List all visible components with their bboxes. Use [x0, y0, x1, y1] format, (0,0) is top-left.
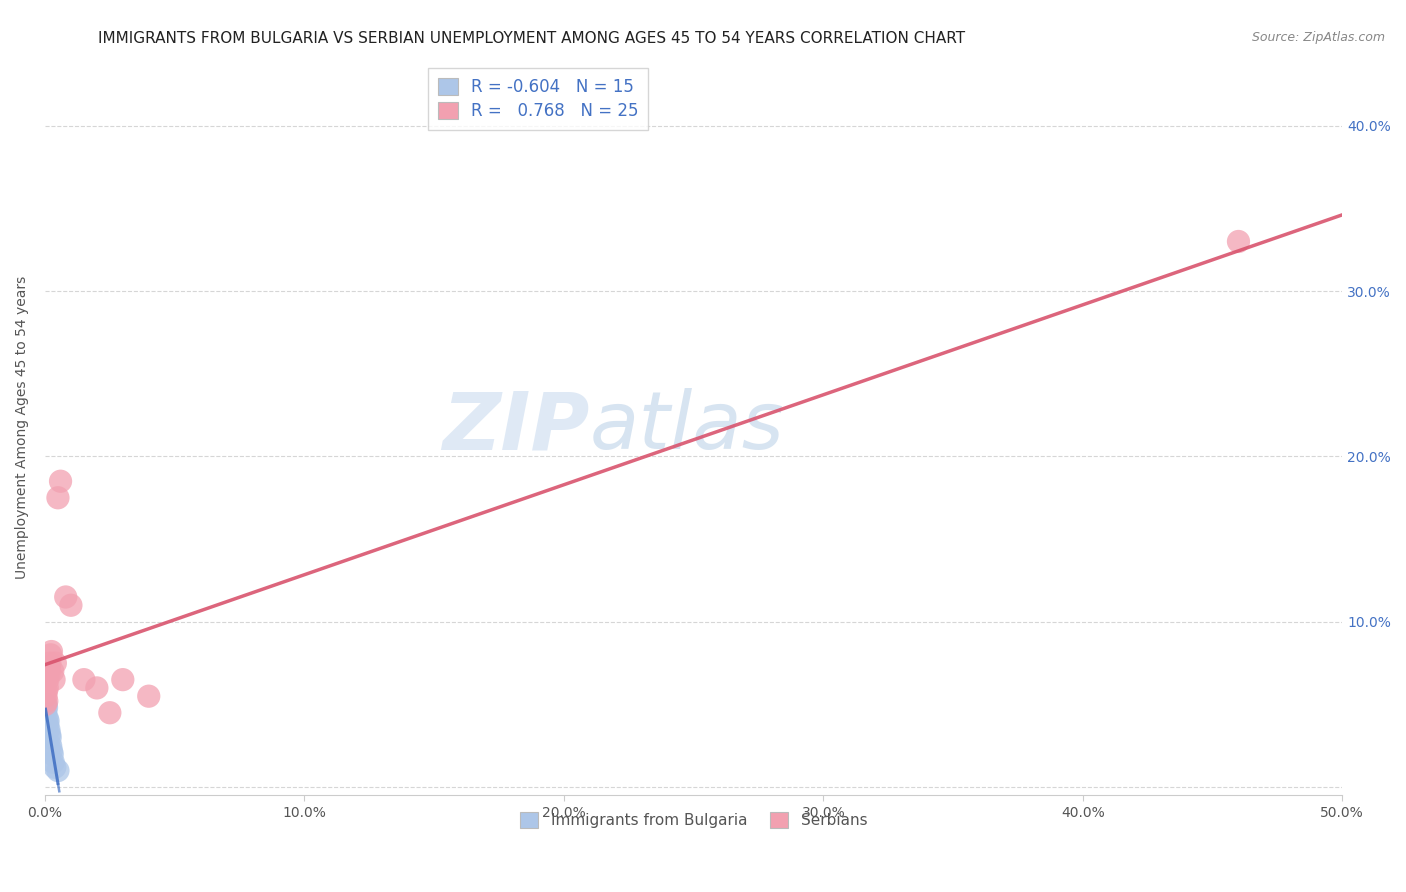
Point	[46, 491, 69, 505]
Point	[44, 656, 66, 670]
Point	[34, 706, 56, 720]
Point	[35, 711, 58, 725]
Point	[98, 706, 121, 720]
Point	[38, 661, 60, 675]
Point	[42, 673, 65, 687]
Point	[35, 700, 58, 714]
Point	[35, 698, 58, 712]
Point	[138, 689, 160, 703]
Point	[38, 656, 60, 670]
Point	[42, 756, 65, 770]
Point	[1227, 235, 1250, 249]
Point	[39, 648, 62, 662]
Point	[35, 689, 58, 703]
Point	[37, 714, 59, 728]
Point	[38, 667, 60, 681]
Point	[34, 698, 56, 712]
Point	[35, 694, 58, 708]
Text: Source: ZipAtlas.com: Source: ZipAtlas.com	[1251, 31, 1385, 45]
Point	[111, 673, 134, 687]
Point	[38, 727, 60, 741]
Point	[59, 599, 82, 613]
Point	[35, 684, 58, 698]
Point	[37, 673, 59, 687]
Text: atlas: atlas	[591, 389, 785, 467]
Point	[37, 665, 59, 679]
Point	[73, 673, 96, 687]
Point	[41, 744, 63, 758]
Text: IMMIGRANTS FROM BULGARIA VS SERBIAN UNEMPLOYMENT AMONG AGES 45 TO 54 YEARS CORRE: IMMIGRANTS FROM BULGARIA VS SERBIAN UNEM…	[98, 31, 966, 46]
Text: ZIP: ZIP	[443, 389, 591, 467]
Point	[38, 723, 60, 737]
Point	[39, 731, 62, 745]
Point	[46, 764, 69, 778]
Point	[37, 681, 59, 695]
Point	[86, 681, 108, 695]
Y-axis label: Unemployment Among Ages 45 to 54 years: Unemployment Among Ages 45 to 54 years	[15, 276, 30, 579]
Legend: Immigrants from Bulgaria, Serbians: Immigrants from Bulgaria, Serbians	[512, 805, 875, 836]
Point	[37, 717, 59, 731]
Point	[42, 665, 65, 679]
Point	[44, 760, 66, 774]
Point	[49, 475, 72, 489]
Point	[41, 747, 63, 761]
Point	[39, 739, 62, 753]
Point	[55, 590, 77, 604]
Point	[41, 644, 63, 658]
